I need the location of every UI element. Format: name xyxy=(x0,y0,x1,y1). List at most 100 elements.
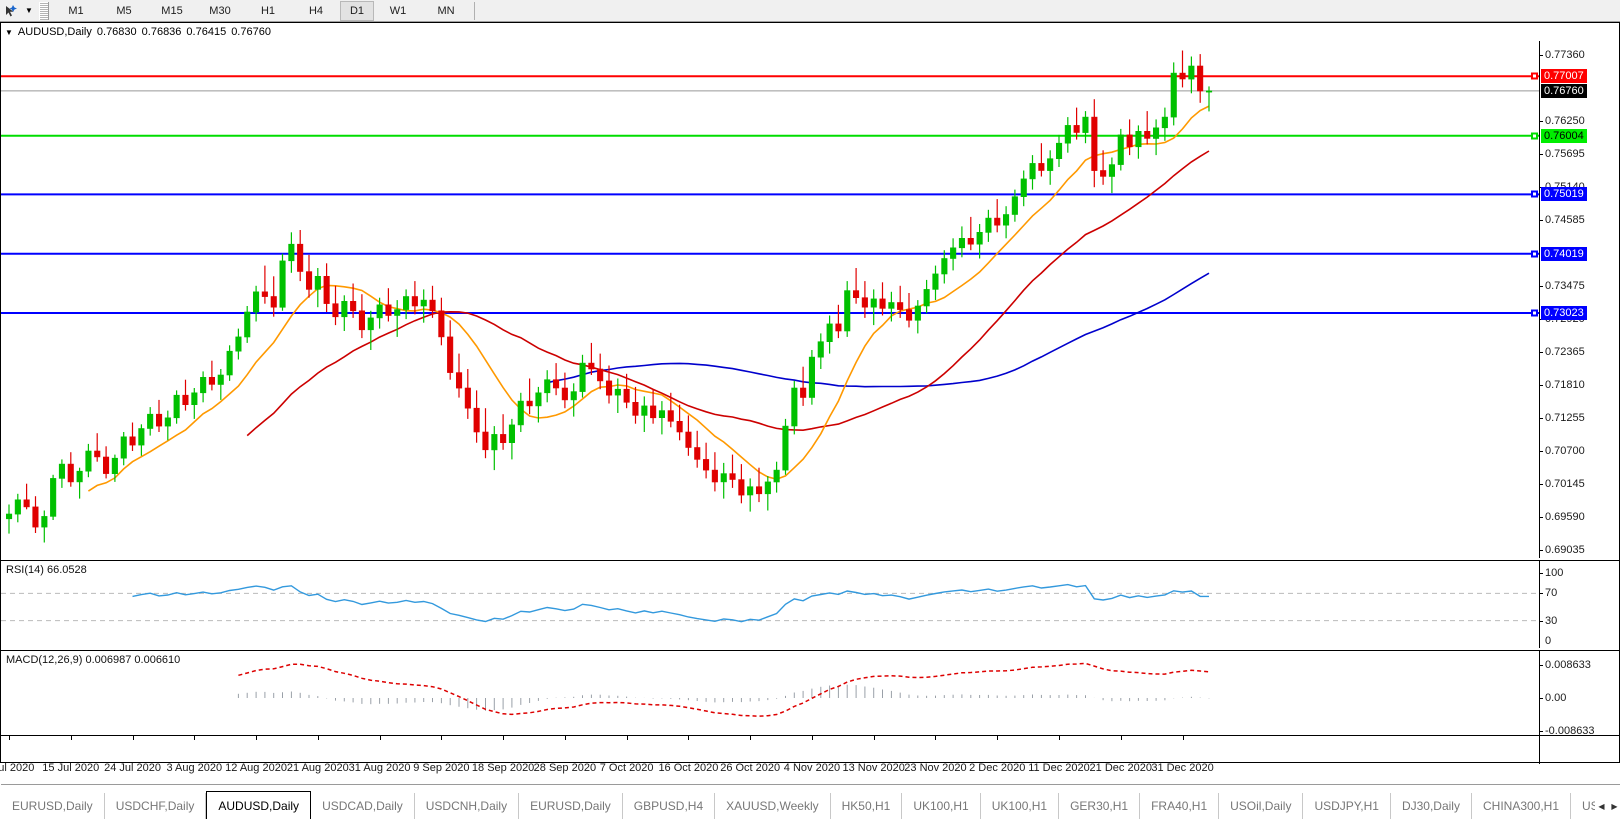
chart-tab-us[interactable]: US xyxy=(1571,793,1595,819)
date-tick xyxy=(564,736,566,740)
chart-tab-eurusd-daily[interactable]: EURUSD,Daily xyxy=(519,793,623,819)
current-price-tag[interactable]: 0.76760 xyxy=(1541,83,1587,98)
date-axis-label: 18 Sep 2020 xyxy=(471,762,535,774)
price-tick xyxy=(1539,286,1543,288)
timeframe-w1[interactable]: W1 xyxy=(389,4,407,17)
macd-panel[interactable]: MACD(12,26,9) 0.006987 0.006610 0.008633… xyxy=(1,650,1620,737)
rsi-tick xyxy=(1539,593,1543,595)
chart-tab-bar[interactable]: EURUSD,Daily USDCHF,Daily AUDUSD,Daily USDC… xyxy=(1,784,1620,819)
level-line-74019-handle[interactable] xyxy=(1531,250,1538,258)
timeframe-mn[interactable]: MN xyxy=(437,4,455,17)
date-axis-label: 16 Oct 2020 xyxy=(658,762,719,774)
quote-low: 0.76415 xyxy=(186,26,227,38)
chevron-down-icon[interactable]: ▼ xyxy=(5,27,13,37)
resistance-line-handle[interactable] xyxy=(1531,72,1538,80)
chart-tab-china300-h1[interactable]: CHINA300,H1 xyxy=(1471,793,1572,819)
macd-tick xyxy=(1539,698,1543,699)
macd-axis-label: -0.008633 xyxy=(1545,725,1595,737)
chart-tab-audusd-daily[interactable]: AUDUSD,Daily xyxy=(206,791,312,819)
date-tick xyxy=(688,736,690,740)
chart-tab-eurusd-daily[interactable]: EURUSD,Daily xyxy=(1,793,105,819)
support-level-tag[interactable]: 0.76004 xyxy=(1541,128,1587,143)
date-axis-label: 4 Nov 2020 xyxy=(783,762,841,774)
chart-tab-gbpusd-h4[interactable]: GBPUSD,H4 xyxy=(622,793,716,819)
price-plot[interactable] xyxy=(1,41,1539,558)
date-axis-label: 3 Aug 2020 xyxy=(166,762,223,774)
price-tick xyxy=(1539,549,1543,551)
chevron-right-icon[interactable]: ▶ xyxy=(1611,801,1618,811)
rsi-axis-line xyxy=(1539,561,1540,648)
macd-indicator-label: MACD(12,26,9) 0.006987 0.006610 xyxy=(6,654,181,666)
chart-tab-usdcad-daily[interactable]: USDCAD,Daily xyxy=(311,793,415,819)
date-tick xyxy=(1059,736,1060,740)
price-tick xyxy=(1539,154,1543,156)
level-line-73023-handle[interactable] xyxy=(1531,309,1538,317)
rsi-tick xyxy=(1539,573,1543,574)
rsi-axis-label: 100 xyxy=(1545,567,1564,579)
date-axis-end xyxy=(1539,736,1540,764)
date-axis-label: 26 Oct 2020 xyxy=(720,762,781,774)
chart-tab-xauusd-weekly[interactable]: XAUUSD,Weekly xyxy=(715,793,831,819)
timeframe-m1[interactable]: M1 xyxy=(68,4,84,17)
date-axis-label: 11 Dec 2020 xyxy=(1028,762,1090,774)
timeframe-h4[interactable]: H4 xyxy=(308,4,324,17)
chart-tab-usdjpy-h1[interactable]: USDJPY,H1 xyxy=(1303,793,1391,819)
date-tick xyxy=(9,736,10,740)
price-axis-label: 0.70700 xyxy=(1545,445,1585,458)
timeframe-group: M1 M5 M15 M30 H1 H4 D1 W1 MN xyxy=(52,0,470,21)
chart-tab-hk50-h1[interactable]: HK50,H1 xyxy=(830,793,903,819)
date-tick xyxy=(379,736,381,740)
crosshair-cursor-icon[interactable] xyxy=(0,1,22,21)
chart-tab-usoil-daily[interactable]: USOil,Daily xyxy=(1219,793,1304,819)
price-tick xyxy=(1539,516,1543,518)
resistance-level-tag[interactable]: 0.77007 xyxy=(1541,69,1587,84)
date-axis-label: 24 Jul 2020 xyxy=(104,762,161,774)
quote-line: ▼ AUDUSD,Daily 0.76830 0.76836 0.76415 0… xyxy=(5,26,271,38)
date-tick xyxy=(317,736,319,740)
date-tick xyxy=(750,736,752,740)
level-tag-75019[interactable]: 0.75019 xyxy=(1541,187,1587,202)
date-tick xyxy=(811,736,813,740)
price-axis-label: 0.72365 xyxy=(1545,346,1585,359)
level-tag-73023[interactable]: 0.73023 xyxy=(1541,305,1587,320)
date-axis-label: 15 Jul 2020 xyxy=(42,762,100,774)
timeframe-d1[interactable]: D1 xyxy=(340,0,374,21)
chart-tab-fra40-h1[interactable]: FRA40,H1 xyxy=(1140,793,1220,819)
support-line-handle[interactable] xyxy=(1531,132,1538,140)
date-tick xyxy=(503,736,505,740)
date-axis-label: 21 Dec 2020 xyxy=(1089,762,1152,774)
chevron-down-icon[interactable]: ▼ xyxy=(25,6,33,15)
timeframe-m30[interactable]: M30 xyxy=(209,4,231,17)
rsi-panel[interactable]: RSI(14) 66.0528 100 70 30 0 xyxy=(1,560,1620,648)
price-tick xyxy=(1539,220,1543,222)
price-tick xyxy=(1539,352,1543,354)
chart-tab-dj30-daily[interactable]: DJ30,Daily xyxy=(1390,793,1472,819)
chart-tab-usdcnh-daily[interactable]: USDCNH,Daily xyxy=(414,793,520,819)
price-tick xyxy=(1539,385,1543,387)
quote-close: 0.76760 xyxy=(231,26,271,38)
quote-high: 0.76836 xyxy=(141,26,182,38)
timeframe-m5[interactable]: M5 xyxy=(116,4,132,17)
price-panel[interactable]: 0.773600.762500.756950.751400.745850.734… xyxy=(1,41,1620,558)
level-line-75019-handle[interactable] xyxy=(1531,190,1538,198)
date-tick xyxy=(256,736,258,740)
chart-tab-list: EURUSD,Daily USDCHF,Daily AUDUSD,Daily USDC… xyxy=(1,791,1595,819)
chart-tab-uk100-h1[interactable]: UK100,H1 xyxy=(902,793,981,819)
date-axis-label: 6 Jul 2020 xyxy=(0,762,35,774)
rsi-axis-label: 30 xyxy=(1545,614,1558,627)
price-axis-label: 0.69035 xyxy=(1545,543,1585,556)
date-axis-label: 28 Sep 2020 xyxy=(533,762,597,774)
date-tick xyxy=(70,736,72,740)
chart-tab-ger30-h1[interactable]: GER30,H1 xyxy=(1059,793,1141,819)
chart-tab-usdchf-daily[interactable]: USDCHF,Daily xyxy=(104,793,207,819)
price-axis-label: 0.75695 xyxy=(1545,148,1585,161)
timeframe-h1[interactable]: H1 xyxy=(260,4,276,17)
macd-tick xyxy=(1539,665,1543,666)
chevron-left-icon[interactable]: ◀ xyxy=(1598,801,1605,811)
level-tag-74019[interactable]: 0.74019 xyxy=(1541,246,1587,261)
timeframe-m15[interactable]: M15 xyxy=(161,4,183,17)
toolbar-grip[interactable] xyxy=(39,1,49,20)
chart-symbol-label: AUDUSD,Daily xyxy=(17,26,92,38)
chart-area[interactable]: ▼ AUDUSD,Daily 0.76830 0.76836 0.76415 0… xyxy=(0,22,1620,819)
chart-tab-uk100-h1[interactable]: UK100,H1 xyxy=(980,793,1060,819)
